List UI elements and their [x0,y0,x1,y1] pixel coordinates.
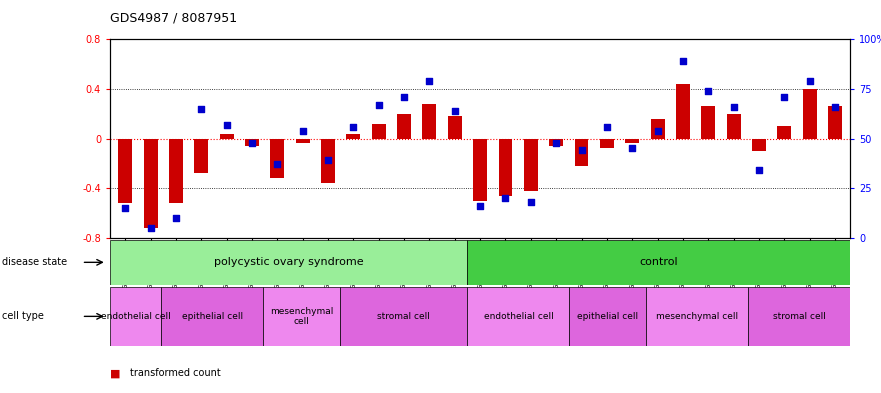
Text: mesenchymal cell: mesenchymal cell [656,312,738,321]
Bar [161,287,263,346]
Point [397,94,411,100]
Point [195,106,209,112]
Text: disease state: disease state [2,257,67,267]
Bar [626,138,640,143]
Bar [676,84,690,138]
Point [701,88,715,94]
Point [144,225,158,231]
Bar [650,119,664,138]
Text: stromal cell: stromal cell [773,312,825,321]
Bar [321,138,335,183]
Point [600,123,614,130]
Text: stromal cell: stromal cell [377,312,430,321]
Point [169,215,183,221]
Point [650,127,664,134]
Point [321,157,335,163]
Bar [499,138,513,196]
Bar [110,240,468,285]
Bar [346,134,360,138]
Bar [468,240,850,285]
Point [676,58,690,64]
Point [524,199,538,205]
Point [448,108,462,114]
Bar [270,138,285,178]
Bar [219,134,233,138]
Bar [245,138,259,146]
Text: control: control [640,257,678,267]
Point [422,78,436,84]
Text: mesenchymal
cell: mesenchymal cell [270,307,333,326]
Bar [110,287,161,346]
Bar [468,287,569,346]
Bar [569,287,646,346]
Bar [169,138,183,203]
Bar [748,287,850,346]
Bar [473,138,487,200]
Bar [803,89,817,138]
Point [574,147,589,154]
Bar [549,138,563,146]
Bar [340,287,468,346]
Point [626,145,640,152]
Point [118,205,132,211]
Point [777,94,791,100]
Bar [752,138,766,151]
Bar [372,124,386,138]
Point [751,167,766,173]
Bar [263,287,340,346]
Bar [777,126,791,138]
Bar [448,116,462,138]
Bar [423,104,436,138]
Bar [144,138,158,228]
Point [372,102,386,108]
Point [828,104,842,110]
Text: transformed count: transformed count [130,368,220,378]
Point [473,203,487,209]
Bar [828,106,842,138]
Bar [701,106,715,138]
Bar [296,138,310,143]
Text: epithelial cell: epithelial cell [577,312,639,321]
Bar [524,138,537,191]
Bar [397,114,411,138]
Text: GDS4987 / 8087951: GDS4987 / 8087951 [110,12,237,25]
Bar [646,287,748,346]
Bar [600,138,614,149]
Bar [574,138,589,166]
Text: endothelial cell: endothelial cell [100,312,171,321]
Bar [727,114,741,138]
Text: endothelial cell: endothelial cell [484,312,553,321]
Point [549,140,563,146]
Point [296,127,310,134]
Point [727,104,741,110]
Point [803,78,817,84]
Point [499,195,513,201]
Text: cell type: cell type [2,311,44,321]
Text: epithelial cell: epithelial cell [181,312,243,321]
Text: ■: ■ [110,368,121,378]
Text: polycystic ovary syndrome: polycystic ovary syndrome [214,257,364,267]
Point [346,123,360,130]
Bar [118,138,132,203]
Point [270,161,285,167]
Bar [195,138,208,173]
Point [219,121,233,128]
Point [245,140,259,146]
